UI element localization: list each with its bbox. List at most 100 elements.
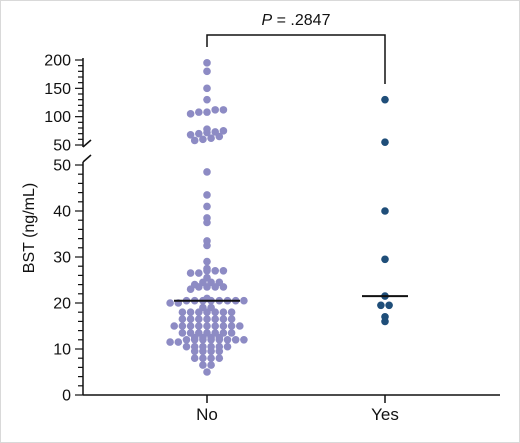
- y-tick-label: 150: [44, 81, 71, 98]
- y-axis-label: BST (ng/mL): [21, 183, 38, 273]
- data-point: [203, 67, 211, 76]
- data-point: [203, 322, 211, 330]
- data-point: [215, 354, 224, 363]
- data-point: [195, 108, 203, 116]
- data-point: [199, 303, 207, 312]
- data-point: [207, 342, 215, 351]
- data-point: [166, 299, 174, 307]
- median-layer: [174, 295, 408, 302]
- data-point: [195, 315, 203, 323]
- data-point: [227, 329, 236, 337]
- data-point: [203, 329, 211, 337]
- data-point: [203, 202, 211, 211]
- data-point: [227, 315, 236, 323]
- data-point: [178, 322, 187, 330]
- data-point: [186, 315, 195, 323]
- data-point: [211, 315, 219, 323]
- data-point: [195, 269, 203, 277]
- data-point: [203, 191, 211, 199]
- p-value-annotation: P = .2847: [262, 12, 331, 29]
- data-point: [231, 336, 240, 344]
- data-point: [199, 135, 207, 144]
- axis-break-mark-lower: [82, 154, 92, 163]
- data-point: [211, 329, 219, 337]
- data-point: [186, 131, 195, 139]
- data-point: [186, 269, 195, 277]
- data-point: [199, 354, 207, 363]
- data-point: [219, 127, 228, 135]
- data-point: [186, 110, 195, 118]
- axis-break-mark-upper: [82, 139, 92, 148]
- data-point: [203, 257, 211, 266]
- data-point: [195, 329, 203, 337]
- data-point: [381, 207, 389, 215]
- data-point: [385, 301, 393, 310]
- y-tick-label: 50: [53, 158, 71, 175]
- data-point: [215, 278, 224, 287]
- data-point: [186, 308, 195, 317]
- data-point: [211, 106, 219, 114]
- data-point: [219, 329, 228, 337]
- y-tick-label: 40: [53, 204, 71, 221]
- y-tick-label: 100: [44, 109, 71, 126]
- x-category-label: No: [196, 405, 218, 424]
- data-point: [223, 342, 232, 351]
- data-point: [190, 136, 199, 145]
- data-point: [203, 84, 211, 93]
- data-point: [240, 336, 248, 344]
- data-point: [182, 342, 191, 351]
- data-point: [219, 308, 228, 317]
- data-point: [203, 95, 211, 104]
- y-tick-label: 10: [53, 342, 71, 359]
- data-point: [203, 168, 211, 176]
- data-point: [211, 128, 219, 136]
- y-tick-label: 50: [53, 138, 71, 155]
- data-point: [381, 313, 389, 321]
- data-point: [207, 303, 215, 312]
- axes-layer: 0 10 20 30 40 50 50 100 150 200 No Yes: [44, 53, 500, 424]
- data-point: [195, 129, 203, 138]
- data-point: [174, 338, 183, 346]
- significance-bracket: [206, 34, 386, 84]
- data-point: [199, 342, 207, 351]
- data-point: [203, 59, 211, 67]
- data-point: [203, 214, 211, 222]
- data-point: [381, 95, 389, 104]
- data-point: [219, 315, 228, 323]
- data-point: [381, 255, 389, 264]
- data-point: [207, 361, 215, 369]
- y-tick-label: 30: [53, 250, 71, 267]
- data-point: [186, 322, 195, 330]
- data-point: [203, 125, 211, 133]
- data-point: [190, 354, 199, 363]
- data-point: [178, 329, 187, 337]
- data-point: [219, 267, 228, 275]
- data-point: [207, 354, 215, 363]
- data-point: [207, 134, 215, 142]
- y-tick-label: 20: [53, 296, 71, 313]
- x-category-label: Yes: [371, 405, 399, 424]
- data-point: [377, 301, 385, 310]
- data-point: [186, 329, 195, 337]
- data-point: [199, 361, 207, 369]
- data-point: [227, 308, 236, 317]
- points-layer: [166, 59, 393, 376]
- data-point: [203, 108, 211, 116]
- data-point: [178, 308, 187, 317]
- data-point: [211, 267, 219, 275]
- data-point: [227, 322, 236, 330]
- y-tick-label: 0: [62, 388, 71, 405]
- data-point: [182, 336, 191, 344]
- data-point: [203, 264, 211, 273]
- data-point: [203, 315, 211, 323]
- data-point: [240, 296, 248, 305]
- p-symbol: P: [262, 12, 273, 29]
- y-tick-label: 200: [44, 53, 71, 70]
- data-point: [215, 342, 224, 351]
- data-point: [170, 322, 178, 330]
- data-point: [203, 273, 211, 282]
- data-point: [178, 315, 187, 323]
- data-point: [203, 237, 211, 245]
- data-point: [190, 342, 199, 351]
